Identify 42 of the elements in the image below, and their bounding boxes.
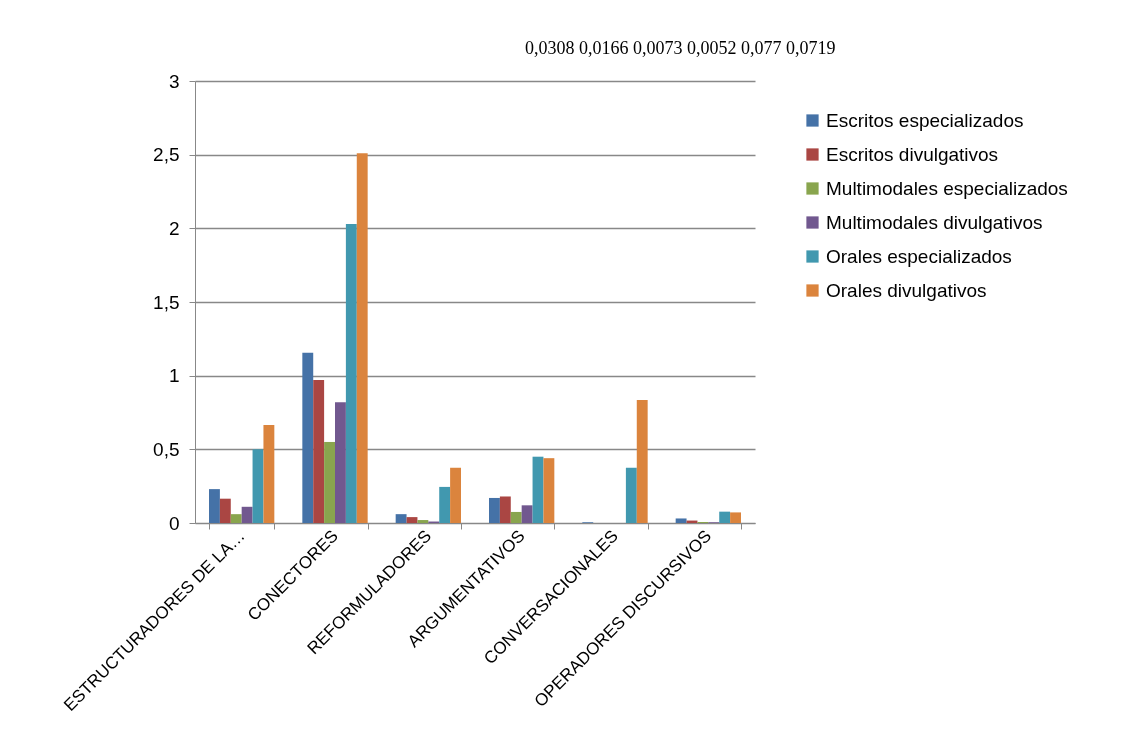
text: 0,0308 0,0166 0,0073 0,0052 0,077 0,0719 xyxy=(525,38,836,58)
bar xyxy=(510,511,522,523)
y-tick-label: 2,5 xyxy=(153,144,180,166)
bar xyxy=(439,486,451,523)
bar xyxy=(230,514,242,523)
bar xyxy=(209,489,220,523)
bar xyxy=(313,380,325,523)
bar xyxy=(324,441,335,523)
bar xyxy=(219,498,231,523)
legend-label: Multimodales divulgativos xyxy=(826,211,1043,233)
bar xyxy=(675,518,687,523)
bar xyxy=(263,425,275,523)
legend-label: Orales especializados xyxy=(826,245,1012,267)
bar xyxy=(636,399,648,523)
bar xyxy=(625,467,637,523)
bar xyxy=(719,511,731,523)
bar xyxy=(345,223,357,523)
y-tick-label: 1,5 xyxy=(153,291,180,313)
bar xyxy=(499,496,511,523)
legend-label: Escritos especializados xyxy=(826,109,1024,131)
bar xyxy=(406,517,418,523)
y-tick-label: 1 xyxy=(168,365,180,387)
legend-label: Orales divulgativos xyxy=(826,279,987,301)
bar xyxy=(489,497,500,523)
bar xyxy=(335,402,346,523)
legend-label: Escritos divulgativos xyxy=(826,143,999,165)
bar xyxy=(450,467,461,523)
bar xyxy=(241,506,253,523)
bar xyxy=(417,520,429,523)
bar xyxy=(730,512,741,523)
bar xyxy=(543,458,555,523)
bar xyxy=(356,153,368,523)
y-tick-label: 3 xyxy=(168,70,180,92)
legend-label: Multimodales especializados xyxy=(826,177,1068,199)
bar xyxy=(532,456,544,523)
bar xyxy=(302,352,314,523)
y-tick-label: 0 xyxy=(168,512,180,534)
bar xyxy=(521,505,533,523)
bar xyxy=(252,449,264,523)
bar xyxy=(395,514,407,523)
y-tick-label: 2 xyxy=(168,217,180,239)
y-tick-label: 0,5 xyxy=(153,438,180,460)
